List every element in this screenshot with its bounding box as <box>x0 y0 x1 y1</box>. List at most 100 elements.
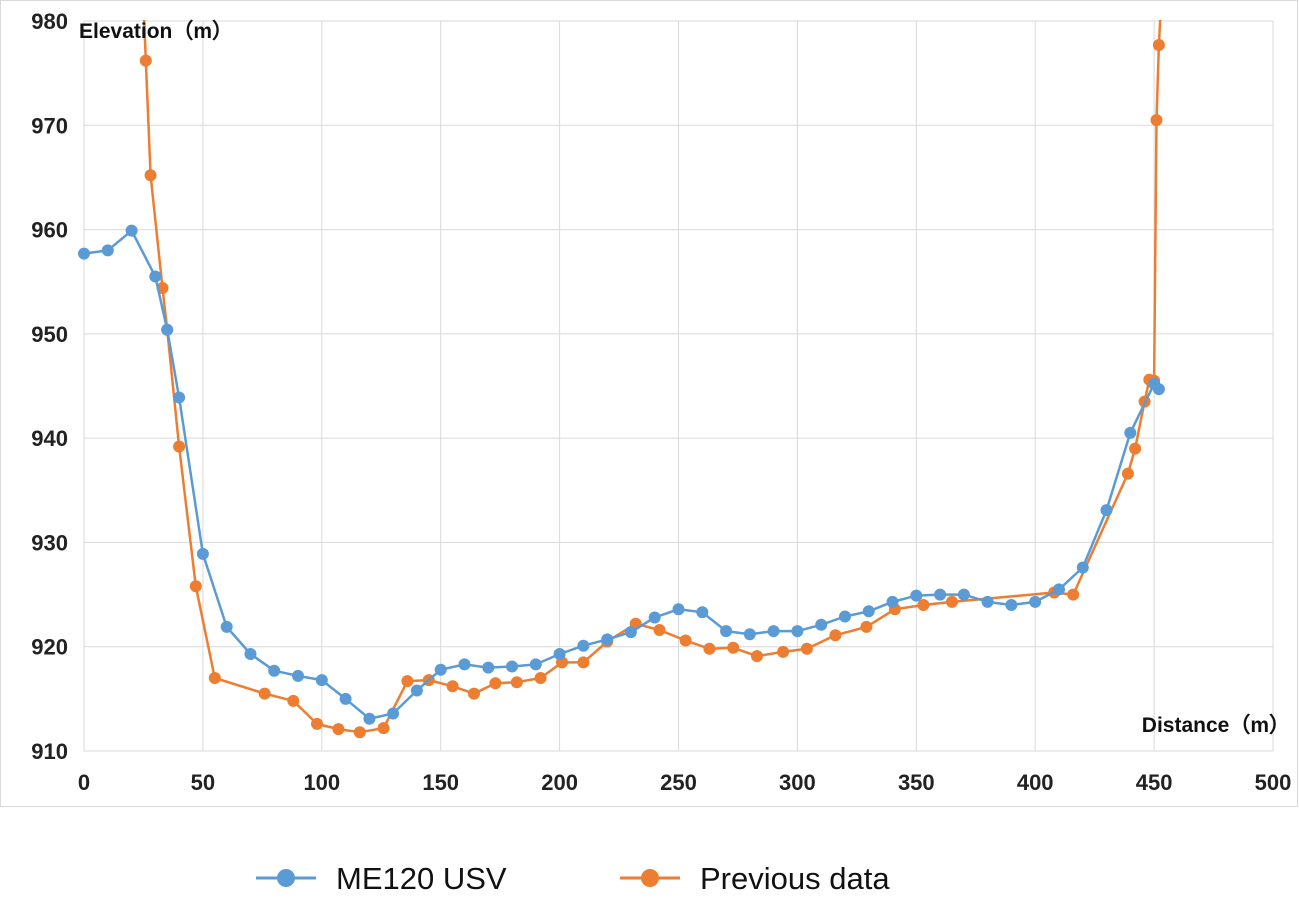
data-point-previous-data <box>287 694 300 707</box>
y-tick-label: 940 <box>31 426 68 451</box>
data-point-me120-usv <box>981 595 994 608</box>
x-tick-label: 250 <box>660 770 697 795</box>
y-tick-label: 950 <box>31 322 68 347</box>
y-tick-label: 970 <box>31 113 68 138</box>
data-point-previous-data <box>144 169 157 182</box>
y-axis-title: Elevation（m） <box>79 19 233 43</box>
data-point-me120-usv <box>434 663 447 676</box>
x-tick-label: 450 <box>1136 770 1173 795</box>
data-point-me120-usv <box>1100 504 1113 517</box>
data-point-previous-data <box>1152 39 1165 51</box>
data-point-previous-data <box>377 722 390 735</box>
data-point-me120-usv <box>957 588 970 601</box>
data-point-me120-usv <box>529 658 542 671</box>
data-point-me120-usv <box>1029 595 1042 608</box>
data-point-previous-data <box>208 672 221 684</box>
data-point-me120-usv <box>458 658 471 671</box>
y-tick-label: 930 <box>31 530 68 555</box>
legend: ME120 USV Previous data <box>256 861 890 896</box>
data-point-me120-usv <box>268 664 281 677</box>
data-point-previous-data <box>1121 467 1134 480</box>
data-point-me120-usv <box>1124 426 1137 439</box>
data-point-me120-usv <box>886 595 899 608</box>
x-axis-title: Distance（m） <box>1142 713 1290 737</box>
y-tick-label: 980 <box>31 9 68 34</box>
y-tick-label: 960 <box>31 218 68 243</box>
x-tick-label: 350 <box>898 770 935 795</box>
legend-label-previous-data: Previous data <box>700 861 890 896</box>
data-point-me120-usv <box>482 661 495 674</box>
data-point-me120-usv <box>672 603 685 616</box>
data-point-me120-usv <box>553 648 566 660</box>
data-point-previous-data <box>401 675 414 688</box>
data-point-previous-data <box>173 440 186 453</box>
data-point-previous-data <box>189 580 202 593</box>
data-point-me120-usv <box>196 547 209 560</box>
data-point-previous-data <box>468 687 480 700</box>
data-point-me120-usv <box>1076 561 1089 574</box>
data-point-me120-usv <box>767 625 780 638</box>
data-point-me120-usv <box>173 391 186 404</box>
data-point-me120-usv <box>339 692 352 705</box>
tick-labels: 910 920 930 940 950 960 970 980 0 50 100 150 200 250 3… <box>31 9 1291 795</box>
data-point-me120-usv <box>506 660 518 673</box>
data-point-me120-usv <box>1152 383 1165 396</box>
data-point-me120-usv <box>1005 599 1018 611</box>
data-point-me120-usv <box>743 628 756 641</box>
data-point-previous-data <box>489 677 502 690</box>
data-point-me120-usv <box>125 224 138 237</box>
data-point-previous-data <box>332 723 345 736</box>
data-point-previous-data <box>577 656 590 669</box>
data-point-me120-usv <box>934 588 947 601</box>
data-point-previous-data <box>653 624 666 636</box>
data-point-previous-data <box>917 599 930 611</box>
data-point-me120-usv <box>839 610 851 623</box>
data-point-me120-usv <box>387 707 400 720</box>
x-tick-label: 500 <box>1255 770 1292 795</box>
data-point-me120-usv <box>601 633 614 646</box>
data-point-previous-data <box>311 717 323 730</box>
data-point-me120-usv <box>161 323 174 336</box>
legend-item-previous-data: Previous data <box>620 861 890 896</box>
x-tick-label: 400 <box>1017 770 1054 795</box>
data-point-me120-usv <box>1053 583 1065 596</box>
y-tick-label: 920 <box>31 635 68 660</box>
data-point-previous-data <box>777 645 790 658</box>
data-point-me120-usv <box>78 247 90 260</box>
data-point-me120-usv <box>410 684 423 697</box>
series-me120-usv <box>78 224 1165 725</box>
data-point-me120-usv <box>292 669 304 682</box>
data-point-previous-data <box>946 595 958 608</box>
data-point-me120-usv <box>910 589 923 602</box>
data-point-me120-usv <box>624 626 637 639</box>
data-point-me120-usv <box>149 270 162 283</box>
data-point-previous-data <box>703 642 716 655</box>
data-point-previous-data <box>1150 114 1163 127</box>
series-lines <box>78 20 1165 739</box>
data-point-previous-data <box>860 620 873 633</box>
data-point-me120-usv <box>648 611 661 624</box>
series-previous-data <box>139 20 1165 739</box>
data-point-previous-data <box>139 54 152 67</box>
legend-marker-previous-data <box>641 869 659 887</box>
legend-marker-me120-usv <box>277 869 295 887</box>
data-point-me120-usv <box>696 606 709 619</box>
data-point-me120-usv <box>577 639 590 652</box>
legend-item-me120-usv: ME120 USV <box>256 861 507 896</box>
data-point-previous-data <box>446 680 459 693</box>
data-point-me120-usv <box>862 605 875 618</box>
data-point-previous-data <box>679 634 692 647</box>
data-point-me120-usv <box>720 625 733 638</box>
data-point-me120-usv <box>363 712 376 725</box>
axis-titles: Elevation（m） Distance（m） <box>79 19 1290 737</box>
data-point-previous-data <box>829 629 842 642</box>
data-point-previous-data <box>510 676 523 689</box>
data-point-previous-data <box>800 642 813 655</box>
x-tick-label: 100 <box>303 770 340 795</box>
x-tick-label: 50 <box>191 770 215 795</box>
data-point-previous-data <box>258 687 271 700</box>
data-point-me120-usv <box>815 618 828 631</box>
chart-border <box>0 0 1298 807</box>
data-point-previous-data <box>1129 442 1142 455</box>
data-point-previous-data <box>1067 588 1080 601</box>
